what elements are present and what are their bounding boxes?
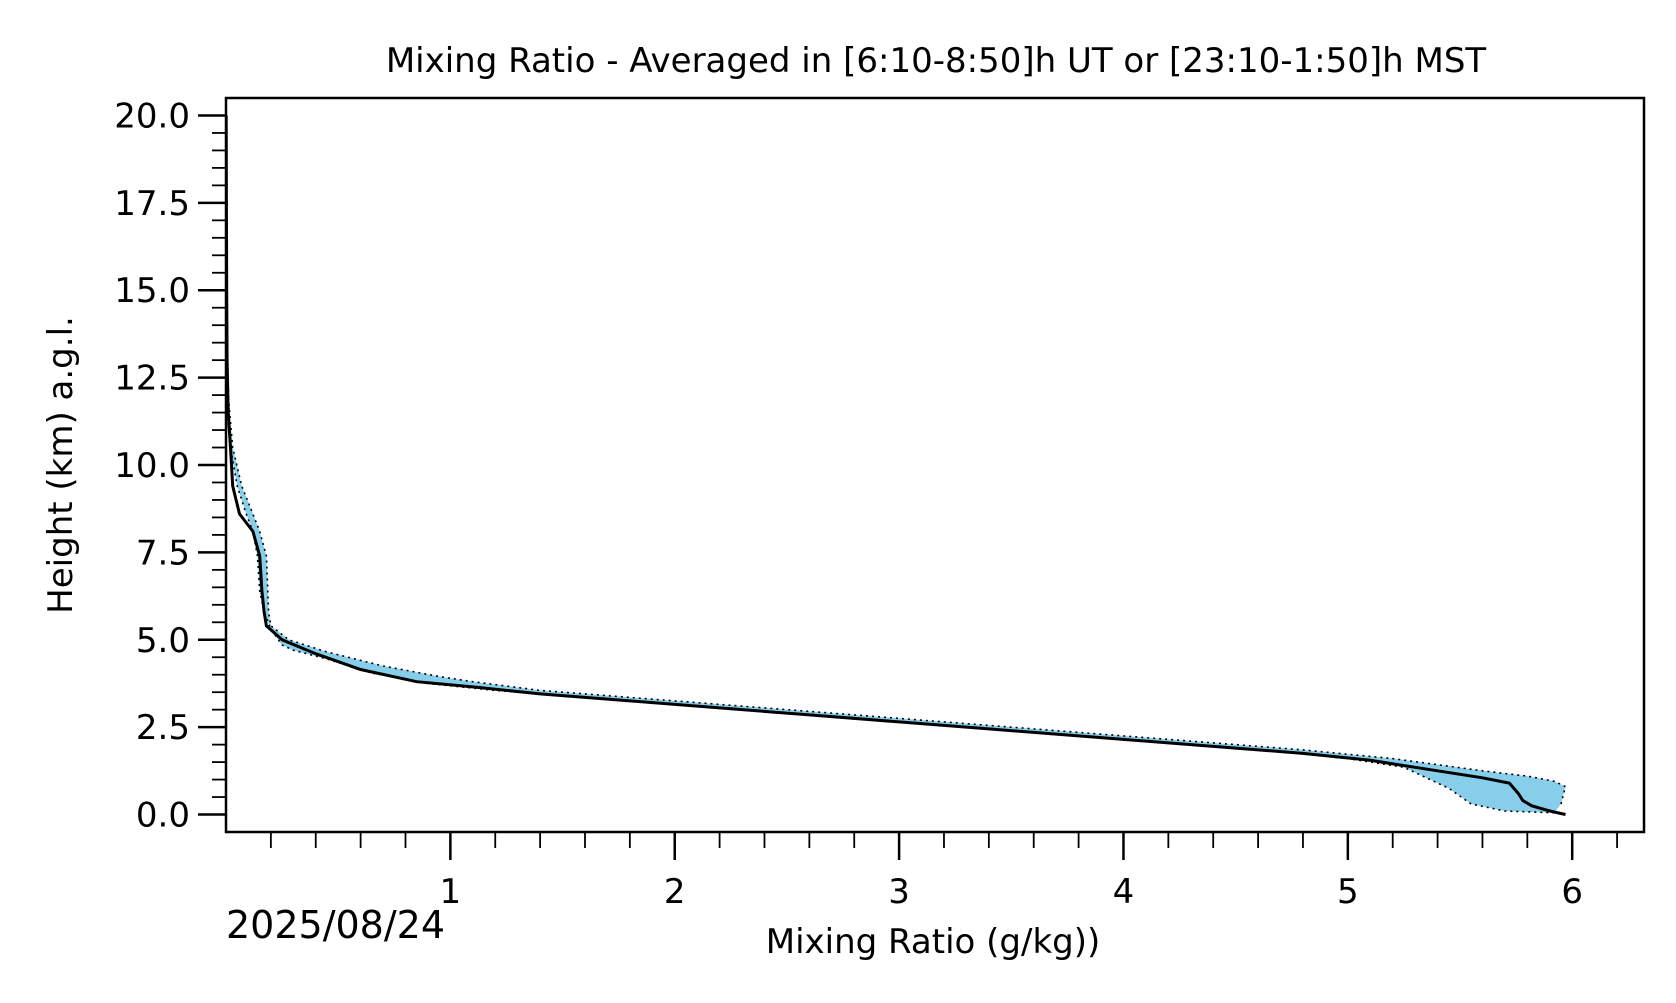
y-tick-label: 10.0: [114, 446, 190, 486]
x-tick-label: 4: [1113, 872, 1135, 912]
y-axis: 0.0 2.5 5.0 7.5 10.0 12.5 15.0 17.5 20.0: [114, 96, 226, 836]
date-label: 2025/08/24: [226, 903, 445, 947]
lower-bound-line: [226, 360, 1555, 814]
variability-band: [226, 290, 1566, 813]
mean-profile-line: [226, 115, 1566, 816]
x-axis: 1 2 3 4 5 6: [269, 832, 1618, 912]
x-tick-label: 6: [1561, 872, 1583, 912]
y-tick-label: 2.5: [136, 708, 190, 748]
y-axis-label: Height (km) a.g.l.: [41, 316, 81, 614]
x-tick-label: 2: [664, 872, 686, 912]
x-tick-label: 5: [1337, 872, 1359, 912]
x-tick-label: 1: [440, 872, 462, 912]
y-tick-label: 7.5: [136, 533, 190, 573]
y-tick-label: 15.0: [114, 271, 190, 311]
x-axis-label: Mixing Ratio (g/kg)): [766, 922, 1101, 962]
upper-bound-line: [226, 290, 1567, 805]
y-tick-label: 20.0: [114, 96, 190, 136]
y-tick-label: 17.5: [114, 184, 190, 224]
y-tick-label: 5.0: [136, 621, 190, 661]
y-tick-label: 12.5: [114, 359, 190, 399]
chart-title: Mixing Ratio - Averaged in [6:10-8:50]h …: [386, 41, 1487, 81]
y-tick-label: 0.0: [136, 796, 190, 836]
x-tick-label: 3: [888, 872, 910, 912]
